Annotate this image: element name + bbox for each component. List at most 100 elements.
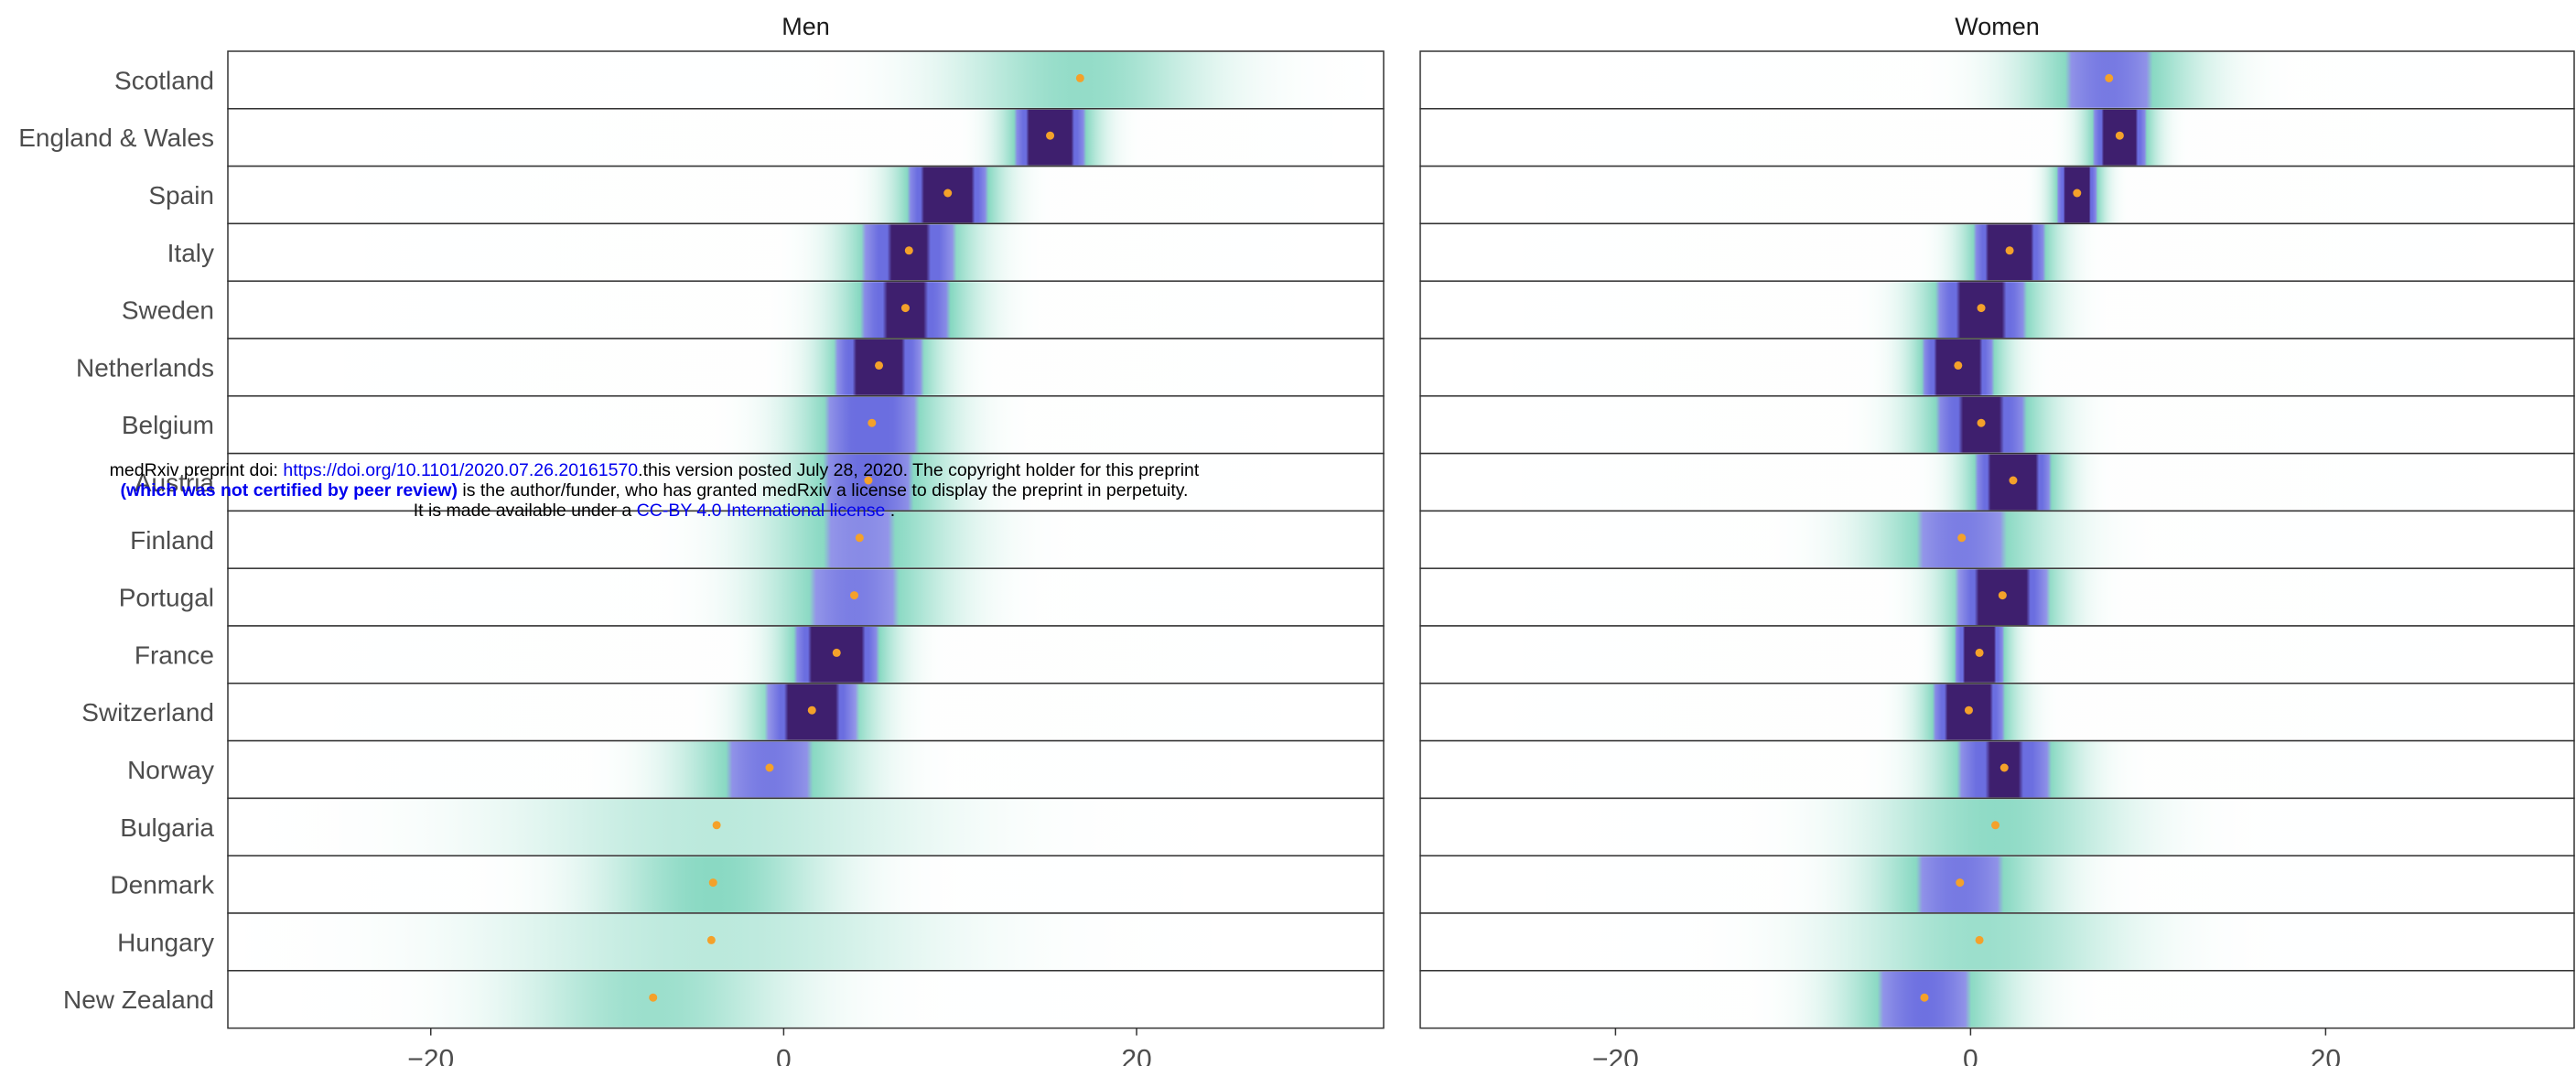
- density-band-new-zealand: [228, 971, 1384, 1028]
- point-estimate-italy: [2005, 246, 2014, 255]
- point-estimate-switzerland: [1964, 705, 1973, 715]
- point-estimate-italy: [904, 246, 913, 255]
- preprint-watermark: medRxiv preprint doi: https://doi.org/10…: [0, 460, 1309, 521]
- point-estimate-denmark: [708, 878, 717, 888]
- point-estimate-belgium: [1977, 418, 1986, 427]
- point-estimate-finland: [1957, 533, 1967, 543]
- doi-link[interactable]: https://doi.org/10.1101/2020.07.26.20161…: [283, 460, 639, 480]
- country-label-spain: Spain: [148, 181, 214, 210]
- point-estimate-hungary: [706, 935, 716, 944]
- density-band-sweden: [228, 282, 1384, 338]
- point-estimate-denmark: [1956, 878, 1965, 888]
- country-label-switzerland: Switzerland: [81, 698, 214, 727]
- density-band-france: [1420, 627, 2574, 683]
- country-label-new-zealand: New Zealand: [63, 985, 214, 1014]
- point-estimate-portugal: [1998, 591, 2007, 600]
- peer-review-notice: (which was not certified by peer review): [120, 480, 458, 501]
- density-band-scotland: [228, 52, 1384, 108]
- x-tick-label-women-0: −20: [1592, 1045, 1639, 1066]
- density-band-italy: [228, 224, 1384, 281]
- density-band-new-zealand: [1420, 971, 2574, 1028]
- country-label-sweden: Sweden: [122, 296, 214, 325]
- panel-women: Women −20 0 20: [1419, 13, 2575, 1066]
- country-label-austria: Austria: [135, 468, 215, 497]
- point-estimate-scotland: [2105, 73, 2114, 82]
- country-label-france: France: [135, 641, 214, 669]
- density-band-belgium: [1420, 396, 2574, 453]
- country-label-denmark: Denmark: [110, 871, 215, 899]
- watermark-line-3: It is made available under a CC-BY 4.0 I…: [0, 501, 1309, 521]
- point-estimate-austria: [864, 476, 873, 485]
- country-label-norway: Norway: [127, 756, 214, 784]
- density-band-spain: [228, 167, 1384, 223]
- density-band-norway: [1420, 741, 2574, 798]
- watermark-version-text: .this version posted July 28, 2020. The …: [638, 460, 1200, 480]
- point-estimate-england-and-wales: [1046, 131, 1055, 140]
- point-estimate-scotland: [1075, 73, 1084, 82]
- watermark-line-1: medRxiv preprint doi: https://doi.org/10…: [0, 460, 1309, 480]
- point-estimate-norway: [1999, 763, 2009, 772]
- watermark-end-text: .: [885, 501, 896, 521]
- point-estimate-hungary: [1975, 935, 1984, 944]
- point-estimate-switzerland: [807, 705, 816, 715]
- point-estimate-belgium: [868, 418, 877, 427]
- point-estimate-bulgaria: [1991, 821, 2000, 830]
- country-label-bulgaria: Bulgaria: [120, 813, 214, 842]
- density-band-netherlands: [228, 339, 1384, 395]
- density-band-france: [228, 627, 1384, 683]
- x-tick-label-men-2: 20: [1121, 1045, 1151, 1066]
- density-band-switzerland: [1420, 684, 2574, 740]
- density-band-denmark: [228, 856, 1384, 912]
- point-estimate-sweden: [900, 304, 910, 313]
- density-band-portugal: [228, 569, 1384, 625]
- density-band-hungary: [228, 914, 1384, 970]
- density-band-switzerland: [228, 684, 1384, 740]
- license-link[interactable]: CC-BY 4.0 International license: [636, 501, 886, 521]
- watermark-line-2: (which was not certified by peer review)…: [0, 480, 1309, 501]
- country-label-england-and-wales: England & Wales: [18, 124, 214, 152]
- country-label-scotland: Scotland: [114, 66, 214, 94]
- density-band-belgium: [228, 396, 1384, 453]
- point-estimate-new-zealand: [1920, 993, 1929, 1002]
- watermark-doi-prefix: medRxiv preprint doi:: [109, 460, 284, 480]
- point-estimate-france: [1975, 648, 1984, 657]
- point-estimate-spain: [2073, 188, 2082, 198]
- density-band-italy: [1420, 224, 2574, 281]
- country-label-netherlands: Netherlands: [76, 353, 214, 382]
- point-estimate-england-and-wales: [2115, 131, 2124, 140]
- point-estimate-sweden: [1977, 304, 1986, 313]
- density-band-bulgaria: [228, 799, 1384, 856]
- point-estimate-spain: [943, 188, 953, 198]
- country-label-italy: Italy: [167, 239, 214, 267]
- panel-men: Men Scotland England & Wales Spain Italy Swed…: [18, 13, 1385, 1066]
- point-estimate-bulgaria: [712, 821, 721, 830]
- density-band-portugal: [1420, 569, 2574, 625]
- point-estimate-netherlands: [1954, 361, 1963, 370]
- x-tick-label-women-1: 0: [1963, 1045, 1978, 1066]
- density-band-england-and-wales: [228, 109, 1384, 166]
- x-tick-label-men-1: 0: [776, 1045, 792, 1066]
- density-band-england-and-wales: [1420, 109, 2574, 166]
- country-label-belgium: Belgium: [122, 411, 214, 439]
- density-band-norway: [228, 741, 1384, 798]
- panel-title-men: Men: [781, 13, 830, 40]
- density-band-hungary: [1420, 914, 2574, 970]
- country-label-hungary: Hungary: [117, 928, 214, 956]
- density-band-spain: [1420, 167, 2574, 223]
- density-band-sweden: [1420, 282, 2574, 338]
- point-estimate-france: [832, 648, 841, 657]
- point-estimate-portugal: [850, 591, 859, 600]
- density-band-netherlands: [1420, 339, 2574, 395]
- density-band-denmark: [1420, 856, 2574, 912]
- point-estimate-new-zealand: [649, 993, 658, 1002]
- watermark-license-text: is the author/funder, who has granted me…: [457, 480, 1189, 501]
- row-border-new-zealand: [227, 970, 1385, 1029]
- point-estimate-norway: [765, 763, 774, 772]
- density-band-finland: [1420, 511, 2574, 568]
- point-estimate-finland: [855, 533, 864, 543]
- density-band-austria: [228, 454, 1384, 511]
- watermark-available-text: It is made available under a: [413, 501, 637, 521]
- x-tick-label-women-2: 20: [2311, 1045, 2341, 1066]
- density-band-austria: [1420, 454, 2574, 511]
- point-estimate-netherlands: [875, 361, 884, 370]
